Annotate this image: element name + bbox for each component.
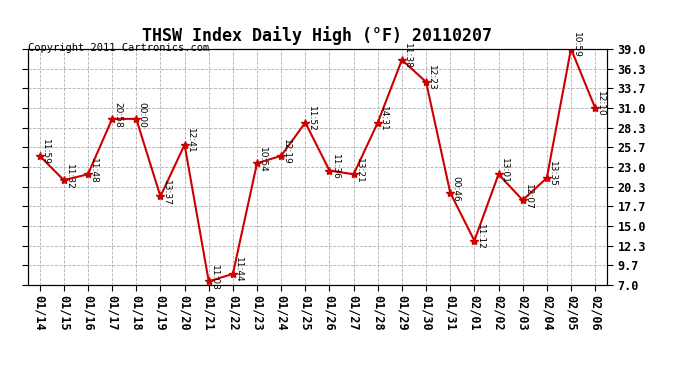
Text: 12:10: 12:10 — [596, 91, 605, 117]
Text: 10:59: 10:59 — [572, 32, 581, 58]
Text: 11:38: 11:38 — [403, 43, 412, 69]
Text: 11:48: 11:48 — [89, 158, 98, 183]
Text: 20:58: 20:58 — [113, 102, 122, 128]
Text: 00:00: 00:00 — [137, 102, 146, 128]
Text: 11:59: 11:59 — [41, 139, 50, 165]
Text: 12:41: 12:41 — [186, 128, 195, 154]
Text: Copyright 2011 Cartronics.com: Copyright 2011 Cartronics.com — [28, 43, 209, 53]
Text: 10:54: 10:54 — [258, 147, 267, 172]
Text: 11:32: 11:32 — [65, 164, 74, 189]
Text: 12:07: 12:07 — [524, 183, 533, 209]
Text: 11:36: 11:36 — [331, 154, 339, 180]
Text: 11:03: 11:03 — [210, 265, 219, 291]
Text: 11:52: 11:52 — [306, 106, 315, 132]
Text: 11:12: 11:12 — [475, 224, 484, 250]
Text: 13:01: 13:01 — [500, 158, 509, 183]
Text: 13:37: 13:37 — [161, 180, 170, 206]
Text: 12:23: 12:23 — [427, 66, 436, 91]
Text: 12:19: 12:19 — [282, 139, 291, 165]
Text: 00:46: 00:46 — [451, 176, 460, 202]
Text: 13:35: 13:35 — [548, 161, 557, 187]
Text: 11:44: 11:44 — [234, 257, 243, 283]
Text: 13:21: 13:21 — [355, 158, 364, 183]
Text: 14:31: 14:31 — [379, 106, 388, 132]
Text: THSW Index Daily High (°F) 20110207: THSW Index Daily High (°F) 20110207 — [142, 26, 493, 45]
